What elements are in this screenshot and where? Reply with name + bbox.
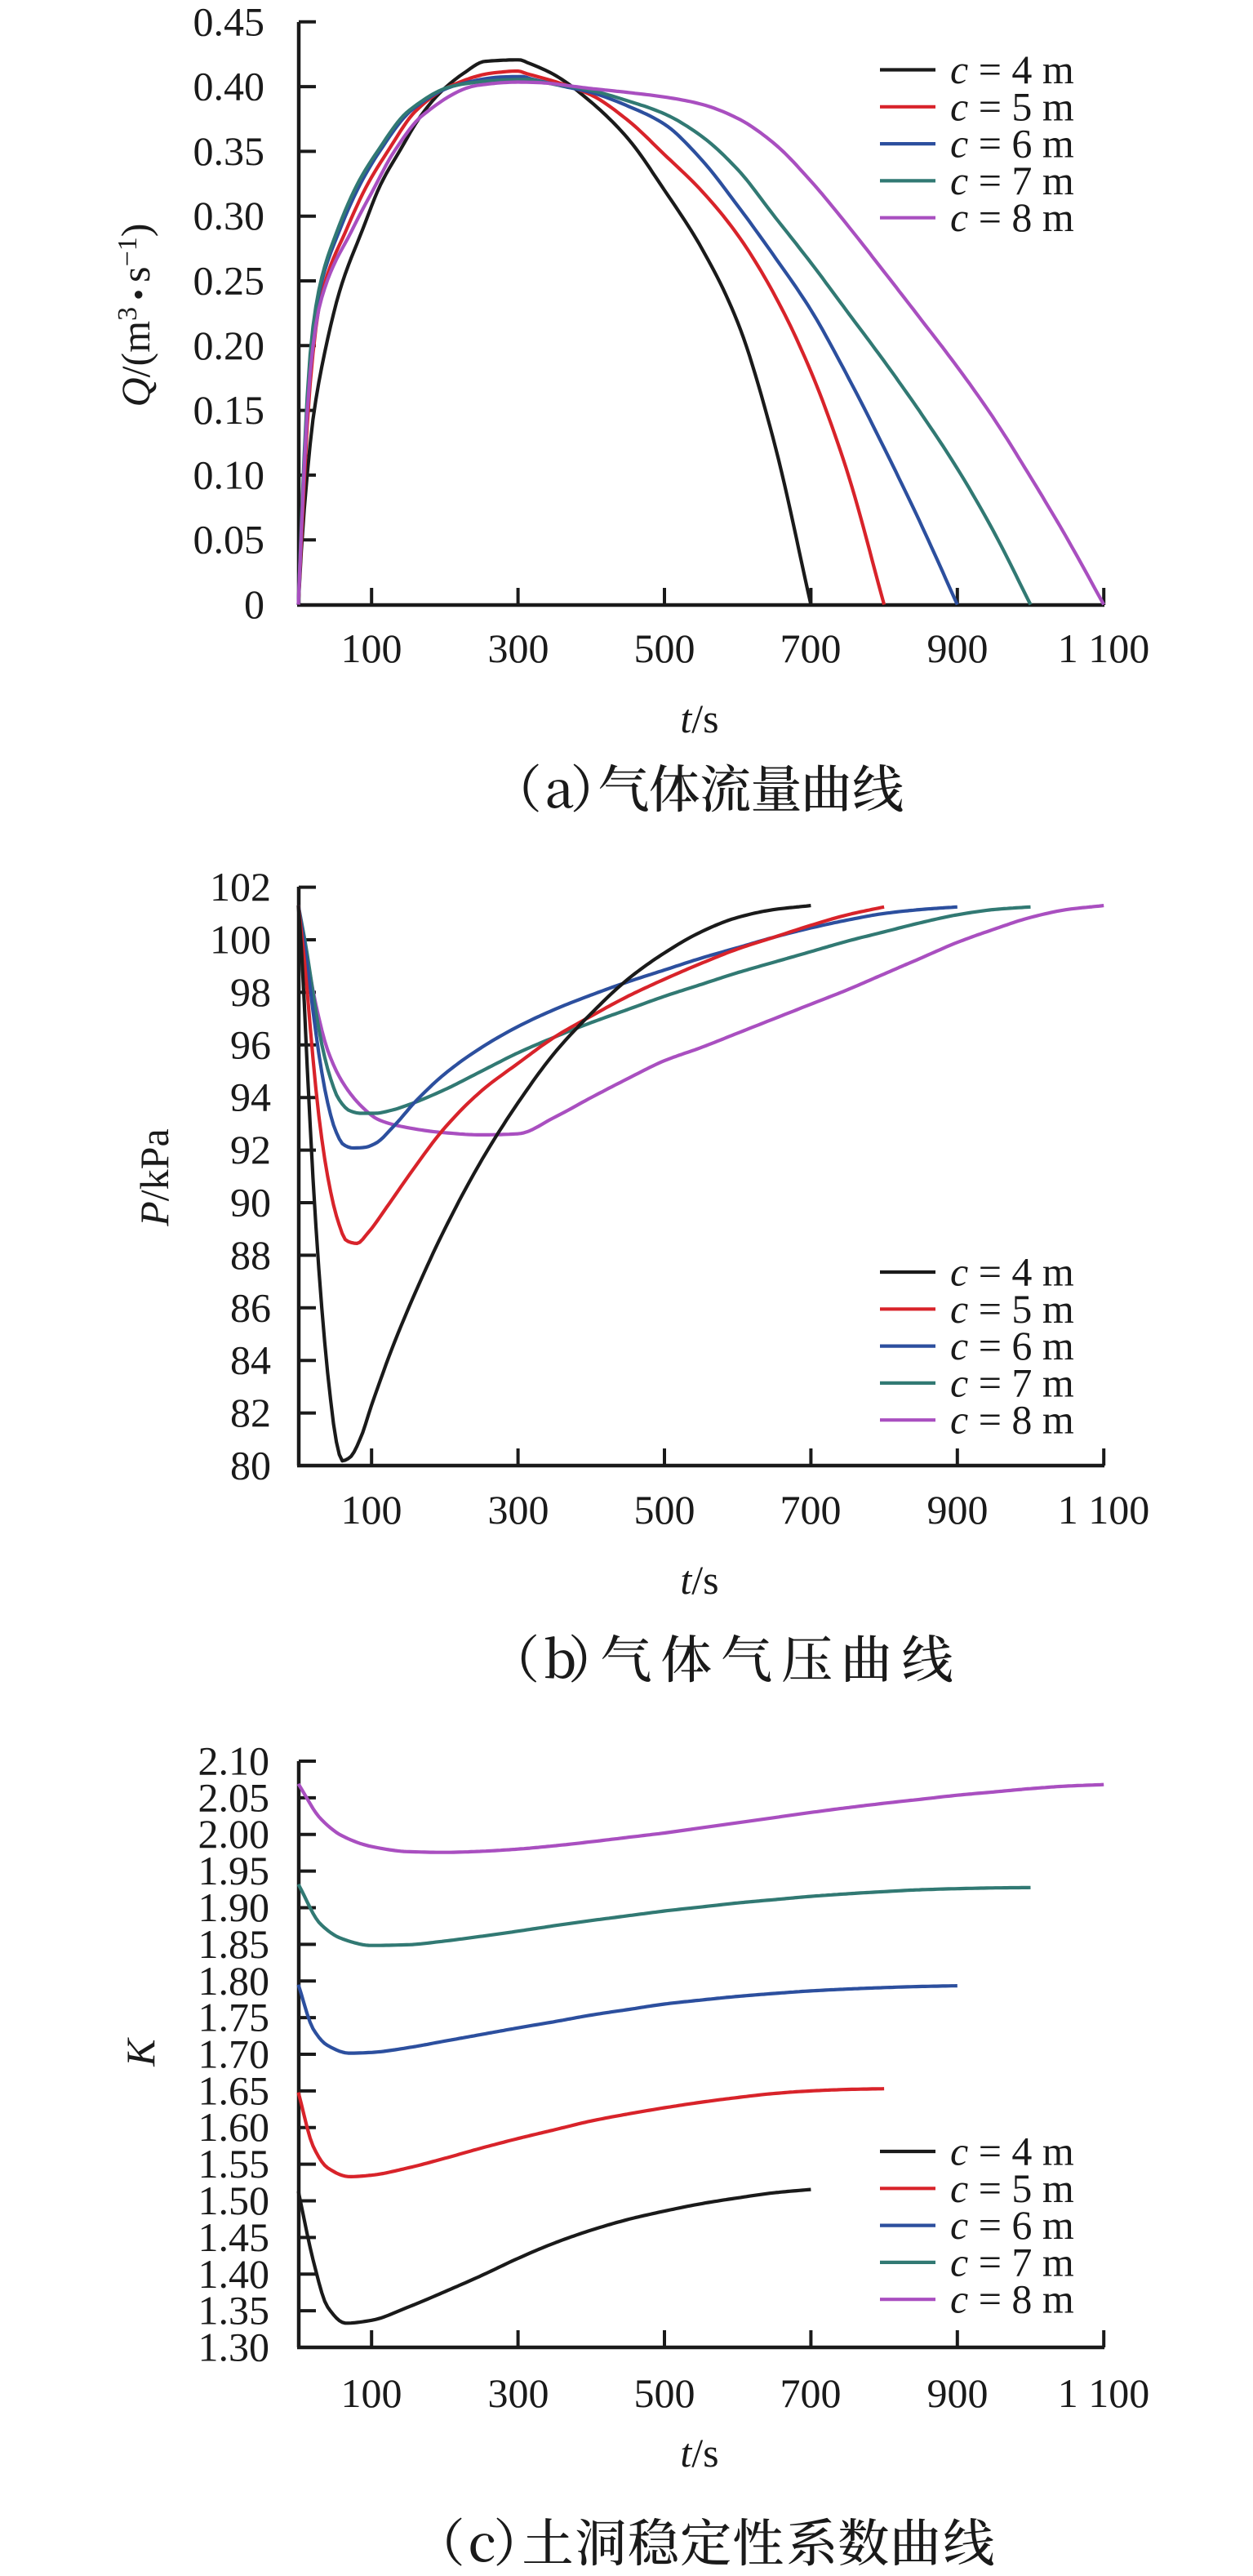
svg-text:c = 4 m: c = 4 m (950, 1249, 1074, 1295)
svg-text:c = 5 m: c = 5 m (950, 83, 1074, 129)
svg-text:300: 300 (488, 1487, 549, 1533)
svg-text:700: 700 (780, 1487, 842, 1533)
svg-text:c = 5 m: c = 5 m (950, 2165, 1074, 2211)
svg-text:0.25: 0.25 (193, 258, 265, 304)
svg-text:c = 8 m: c = 8 m (950, 2276, 1074, 2322)
svg-text:2.05: 2.05 (198, 1774, 270, 1820)
svg-text:1.95: 1.95 (198, 1848, 270, 1893)
svg-text:900: 900 (927, 2370, 989, 2416)
svg-text:c = 6 m: c = 6 m (950, 1323, 1074, 1368)
svg-text:300: 300 (488, 2370, 549, 2416)
svg-text:92: 92 (230, 1127, 271, 1172)
svg-text:1.35: 1.35 (198, 2288, 270, 2334)
svg-text:500: 500 (634, 625, 695, 671)
svg-text:0: 0 (244, 581, 264, 627)
svg-text:102: 102 (210, 864, 271, 910)
svg-text:c = 8 m: c = 8 m (950, 194, 1074, 240)
svg-text:0.15: 0.15 (193, 387, 265, 433)
svg-text:1.60: 1.60 (198, 2104, 270, 2150)
svg-text:c = 4 m: c = 4 m (950, 2129, 1074, 2174)
svg-text:500: 500 (634, 1487, 695, 1533)
svg-text:1.80: 1.80 (198, 1958, 270, 2004)
svg-text:90: 90 (230, 1180, 271, 1226)
svg-text:96: 96 (230, 1021, 271, 1067)
svg-text:c = 8 m: c = 8 m (950, 1397, 1074, 1443)
svg-text:94: 94 (230, 1074, 271, 1120)
svg-text:300: 300 (488, 625, 549, 671)
svg-text:1.70: 1.70 (198, 2031, 270, 2077)
svg-text:100: 100 (341, 1487, 402, 1533)
svg-text:t/s: t/s (680, 2430, 718, 2476)
svg-text:1.85: 1.85 (198, 1921, 270, 1967)
svg-text:2.10: 2.10 (198, 1738, 270, 1784)
svg-text:0.45: 0.45 (193, 0, 265, 44)
svg-text:100: 100 (341, 2370, 402, 2416)
svg-text:88: 88 (230, 1232, 271, 1278)
svg-text:c = 4 m: c = 4 m (950, 47, 1074, 92)
svg-text:1.65: 1.65 (198, 2067, 270, 2113)
svg-text:0.20: 0.20 (193, 323, 265, 368)
svg-text:82: 82 (230, 1390, 271, 1435)
svg-text:1 100: 1 100 (1058, 625, 1150, 671)
svg-text:c = 5 m: c = 5 m (950, 1286, 1074, 1332)
svg-text:c = 6 m: c = 6 m (950, 121, 1074, 167)
svg-text:c = 7 m: c = 7 m (950, 2239, 1074, 2285)
svg-text:t/s: t/s (680, 1557, 718, 1603)
svg-text:100: 100 (210, 917, 271, 963)
svg-text:c = 7 m: c = 7 m (950, 1359, 1074, 1405)
svg-text:0.40: 0.40 (193, 64, 265, 109)
svg-text:1.55: 1.55 (198, 2141, 270, 2187)
svg-text:t/s: t/s (680, 696, 718, 741)
svg-text:86: 86 (230, 1284, 271, 1330)
svg-text:K: K (118, 2037, 163, 2067)
svg-text:80: 80 (230, 1443, 271, 1488)
svg-text:900: 900 (927, 1487, 989, 1533)
svg-text:c = 7 m: c = 7 m (950, 158, 1074, 203)
svg-text:900: 900 (927, 625, 989, 671)
svg-text:0.05: 0.05 (193, 517, 265, 563)
svg-text:98: 98 (230, 969, 271, 1015)
svg-text:1.50: 1.50 (198, 2178, 270, 2223)
svg-text:1.75: 1.75 (198, 1995, 270, 2040)
svg-text:1.40: 1.40 (198, 2251, 270, 2297)
svg-text:P/kPa: P/kPa (131, 1128, 177, 1226)
svg-text:2.00: 2.00 (198, 1811, 270, 1857)
svg-text:1.30: 1.30 (198, 2325, 270, 2370)
svg-text:700: 700 (780, 2370, 842, 2416)
svg-text:500: 500 (634, 2370, 695, 2416)
svg-text:1.45: 1.45 (198, 2214, 270, 2260)
svg-text:0.10: 0.10 (193, 452, 265, 497)
svg-text:0.30: 0.30 (193, 193, 265, 238)
svg-text:700: 700 (780, 625, 842, 671)
svg-text:c = 6 m: c = 6 m (950, 2202, 1074, 2248)
svg-text:100: 100 (341, 625, 402, 671)
svg-text:0.35: 0.35 (193, 128, 265, 174)
svg-text:1 100: 1 100 (1058, 2370, 1150, 2416)
svg-text:1 100: 1 100 (1058, 1487, 1150, 1533)
svg-text:84: 84 (230, 1337, 271, 1383)
svg-text:1.90: 1.90 (198, 1884, 270, 1930)
